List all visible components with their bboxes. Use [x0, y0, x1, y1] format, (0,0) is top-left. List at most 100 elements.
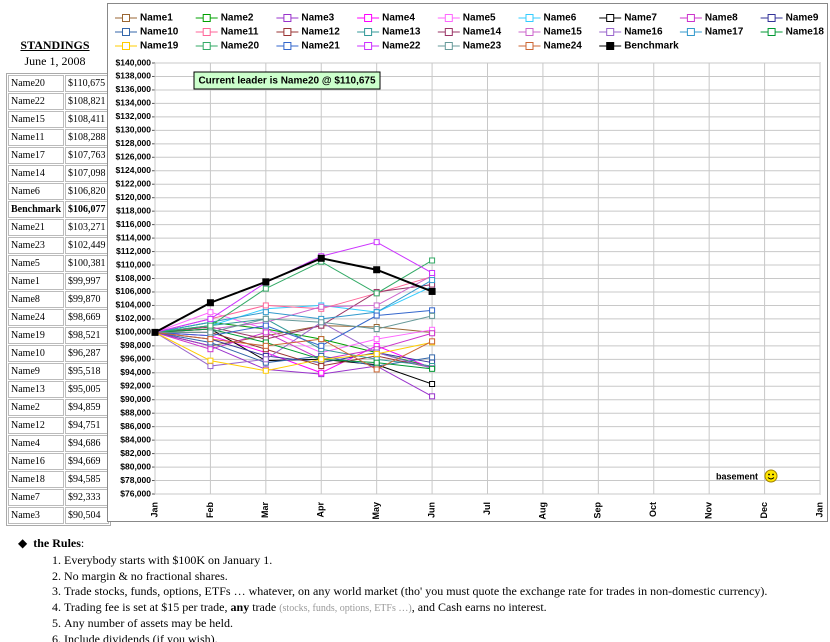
legend-marker — [606, 28, 615, 36]
series-marker — [318, 363, 325, 370]
series-line — [154, 328, 433, 370]
y-tick-label: $86,000 — [120, 421, 151, 431]
standings-row: Name17 $107,763 — [8, 147, 109, 164]
series-marker — [262, 278, 270, 286]
y-tick-label: $92,000 — [120, 381, 151, 391]
series-line — [154, 331, 433, 370]
standings-name: Name21 — [8, 219, 64, 236]
standings-value: $95,005 — [65, 381, 109, 398]
standings-row: Name3 $90,504 — [8, 507, 109, 524]
standings-value: $102,449 — [65, 237, 109, 254]
standings-name: Name13 — [8, 381, 64, 398]
standings-row: Name5 $100,381 — [8, 255, 109, 272]
series-marker — [428, 287, 436, 295]
legend-marker — [364, 42, 373, 50]
standings-name: Name4 — [8, 435, 64, 452]
standings-row: Name9 $95,518 — [8, 363, 109, 380]
x-tick-label: Oct — [648, 502, 658, 517]
standings-row: Benchmark $106,077 — [8, 201, 109, 218]
series-marker — [373, 266, 381, 274]
y-tick-label: $134,000 — [116, 98, 152, 108]
standings-value: $99,997 — [65, 273, 109, 290]
standings-row: Name1 $99,997 — [8, 273, 109, 290]
legend-marker — [202, 28, 211, 36]
series-marker — [318, 303, 325, 310]
series-marker — [262, 356, 269, 363]
series-marker — [429, 269, 436, 276]
legend-marker — [444, 14, 453, 22]
x-tick-label: May — [371, 502, 381, 520]
legend-label: Name23 — [463, 41, 502, 52]
series-marker — [207, 329, 214, 336]
legend-marker — [767, 14, 776, 22]
rules-list: Everybody starts with $100K on January 1… — [18, 553, 818, 642]
y-tick-label: $106,000 — [116, 286, 152, 296]
standings-name: Name7 — [8, 489, 64, 506]
x-tick-label: Nov — [704, 502, 714, 519]
legend-label: Name5 — [463, 13, 496, 24]
legend-label: Name11 — [221, 27, 259, 38]
standings-value: $94,585 — [65, 471, 109, 488]
x-tick-label: Jun — [426, 502, 436, 518]
series-marker — [262, 342, 269, 349]
legend-marker — [122, 14, 130, 22]
legend-label: Name18 — [786, 27, 825, 38]
standings-name: Name14 — [8, 165, 64, 182]
series-line — [154, 260, 433, 333]
y-tick-label: $114,000 — [116, 232, 151, 242]
series-marker — [207, 346, 214, 353]
legend-marker — [122, 42, 130, 50]
legend-marker — [444, 28, 453, 36]
standings-title: STANDINGS — [20, 38, 90, 52]
standings-name: Name5 — [8, 255, 64, 272]
y-tick-label: $78,000 — [120, 475, 151, 485]
series-marker — [262, 367, 269, 374]
standings-value: $90,504 — [65, 507, 109, 524]
rule: No margin & no fractional shares. — [64, 569, 818, 585]
series-line — [154, 257, 433, 334]
legend-label: Name12 — [301, 27, 340, 38]
legend-marker — [364, 28, 373, 36]
legend-label: Name6 — [544, 13, 577, 24]
standings-value: $107,098 — [65, 165, 109, 182]
smiley-eye — [772, 473, 774, 476]
x-tick-label: Dec — [759, 502, 769, 519]
legend-marker — [767, 28, 776, 36]
series-marker — [373, 312, 380, 319]
legend-label: Name16 — [624, 27, 663, 38]
y-tick-label: $82,000 — [120, 448, 151, 458]
y-tick-label: $122,000 — [116, 178, 152, 188]
legend-marker — [122, 28, 130, 36]
series-marker — [318, 336, 325, 343]
legend-marker — [606, 42, 615, 50]
y-tick-label: $132,000 — [116, 111, 152, 121]
legend-label: Name17 — [705, 27, 744, 38]
legend-marker — [686, 14, 695, 22]
standings-row: Name11 $108,288 — [8, 129, 109, 146]
standings-value: $107,763 — [65, 147, 109, 164]
series-marker — [262, 329, 269, 336]
series-marker — [373, 302, 380, 309]
standings-name: Name20 — [8, 75, 64, 92]
y-tick-label: $94,000 — [120, 367, 151, 377]
y-tick-label: $100,000 — [116, 327, 152, 337]
standings-row: Name6 $106,820 — [8, 183, 109, 200]
standings-value: $94,751 — [65, 417, 109, 434]
standings-row: Name16 $94,669 — [8, 453, 109, 470]
series-marker — [318, 342, 325, 349]
series-marker — [373, 336, 380, 343]
standings-value: $92,333 — [65, 489, 109, 506]
standings-row: Name21 $103,271 — [8, 219, 109, 236]
legend-label: Name13 — [382, 27, 421, 38]
standings-row: Name2 $94,859 — [8, 399, 109, 416]
series-marker — [207, 309, 214, 316]
legend-marker — [606, 14, 615, 22]
standings-name: Benchmark — [8, 201, 64, 218]
legend-marker — [364, 14, 373, 22]
series-marker — [373, 290, 380, 297]
standings-row: Name14 $107,098 — [8, 165, 109, 182]
rule-text: Trading fee is set at $15 per trade, — [64, 599, 231, 614]
standings-table: Name20 $110,675 Name22 $108,821 Name15 $108,4… — [6, 73, 111, 526]
series-marker — [262, 315, 269, 322]
series-marker — [207, 322, 214, 329]
